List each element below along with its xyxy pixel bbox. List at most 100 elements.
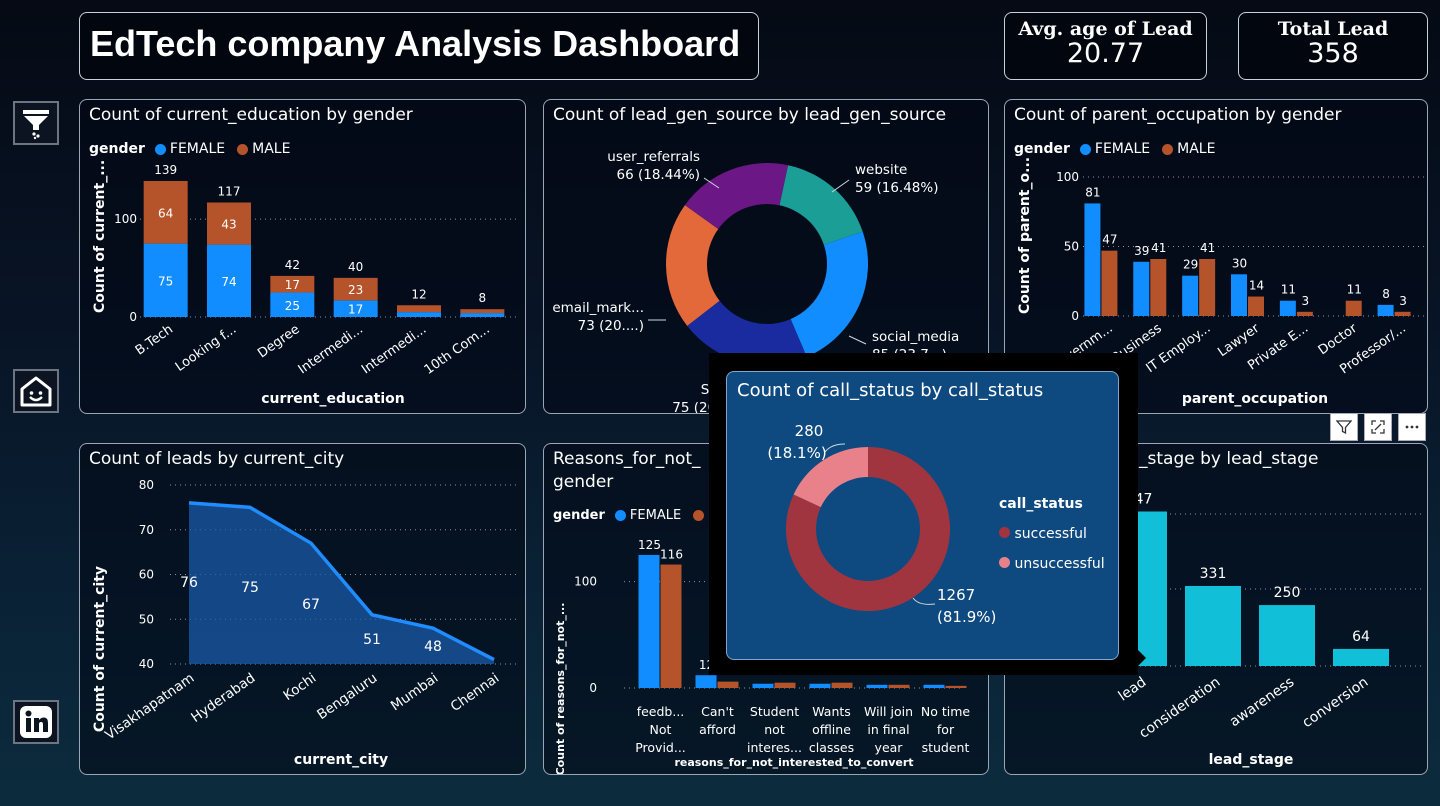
kpi-avg-age-label: Avg. age of Lead bbox=[1018, 18, 1193, 40]
slice-value-label: 59 (16.48%) bbox=[855, 180, 938, 196]
focus-mode-icon[interactable] bbox=[1364, 413, 1392, 441]
bar-female bbox=[1084, 203, 1101, 316]
bar-female bbox=[143, 243, 188, 317]
legend-item-unsuccessful[interactable]: unsuccessful bbox=[999, 549, 1105, 579]
x-tick-label: interes... bbox=[747, 740, 802, 755]
page-title: EdTech company Analysis Dashboard bbox=[90, 23, 741, 64]
slice-value-label: 1267 bbox=[937, 586, 975, 604]
bar-label: 116 bbox=[660, 548, 683, 562]
bar-label: 41 bbox=[1200, 241, 1215, 255]
area-fill bbox=[189, 502, 494, 664]
x-tick-label: Intermedi... bbox=[359, 322, 429, 377]
legend-item-successful[interactable]: successful bbox=[999, 519, 1105, 549]
bar-female bbox=[1279, 300, 1296, 316]
bar-female bbox=[270, 292, 315, 317]
segment-label: 64 bbox=[158, 206, 173, 220]
y-tick-label: 50 bbox=[1064, 240, 1079, 254]
segment-label: 75 bbox=[158, 274, 173, 288]
legend-male-dot bbox=[237, 143, 249, 155]
data-label: 75 bbox=[241, 580, 259, 596]
kpi-total-lead-label: Total Lead bbox=[1277, 18, 1389, 40]
legend-female-dot bbox=[614, 510, 626, 521]
bar-male bbox=[1248, 296, 1264, 316]
area-line bbox=[188, 501, 495, 662]
data-label: 67 bbox=[302, 597, 320, 613]
bar-male bbox=[397, 305, 441, 313]
bar-label: 30 bbox=[1232, 256, 1247, 270]
y-tick-label: 40 bbox=[139, 657, 154, 671]
bar-female bbox=[1182, 275, 1199, 316]
legend-female-label[interactable]: FEMALE bbox=[629, 508, 682, 523]
total-label: 42 bbox=[285, 258, 300, 272]
leader-line bbox=[703, 177, 720, 189]
data-label: 76 bbox=[180, 575, 198, 591]
segment-label: 43 bbox=[221, 218, 236, 232]
y-tick-label: 70 bbox=[139, 523, 154, 537]
donut-slice-SEO bbox=[687, 300, 807, 365]
call-labels: 1267 (81.9%) 280 (18.1%) bbox=[767, 422, 996, 626]
bar-male bbox=[1150, 259, 1167, 316]
total-label: 8 bbox=[479, 291, 487, 305]
x-tick-label: in final bbox=[867, 722, 909, 737]
x-tick-label: Mumbai bbox=[388, 670, 441, 714]
bar-female bbox=[1377, 304, 1394, 316]
x-tick-label: classes bbox=[809, 740, 854, 755]
bar-label: 47 bbox=[1102, 233, 1117, 247]
kpi-total-lead[interactable]: Total Lead 358 bbox=[1238, 12, 1428, 80]
bar-label: 11 bbox=[1281, 283, 1296, 297]
kpi-avg-age-value: 20.77 bbox=[1066, 38, 1145, 69]
legend-female-label[interactable]: FEMALE bbox=[169, 141, 226, 157]
y-axis-title: Count of reasons_for_not_... bbox=[554, 603, 567, 775]
x-tick-label: Provid... bbox=[635, 740, 686, 755]
bar-male bbox=[1296, 311, 1313, 316]
data-label: 48 bbox=[424, 639, 442, 655]
slice-name-label: social_media bbox=[872, 329, 959, 345]
call-status-title: Count of call_status by call_status bbox=[737, 380, 1044, 401]
education-y-ticks: 0 100 bbox=[114, 212, 520, 324]
total-label: 139 bbox=[154, 163, 177, 177]
x-tick-label: Intermedi... bbox=[296, 322, 366, 377]
total-label: 40 bbox=[348, 260, 363, 274]
bar-label: 250 bbox=[1274, 585, 1301, 601]
city-chart-panel[interactable]: Count of leads by current_city Count of … bbox=[79, 443, 526, 775]
filter-icon[interactable] bbox=[1330, 413, 1358, 441]
more-options-icon[interactable] bbox=[1398, 413, 1426, 441]
reasons-chart-title: Reasons_for_not_ bbox=[553, 449, 701, 469]
education-chart-panel[interactable]: Count of current_education by gender gen… bbox=[79, 99, 526, 414]
legend-unsuccessful-dot bbox=[999, 557, 1010, 568]
kpi-avg-age[interactable]: Avg. age of Lead 20.77 bbox=[1004, 12, 1207, 80]
bar-male bbox=[831, 682, 853, 688]
segment-label: 25 bbox=[285, 299, 300, 313]
leadgen-slices bbox=[666, 163, 868, 365]
bar-label: 3 bbox=[1399, 294, 1407, 308]
slice-name-label: user_referrals bbox=[607, 149, 700, 165]
x-tick-label: Bengaluru bbox=[314, 670, 380, 723]
bar-label: 64 bbox=[1352, 629, 1370, 645]
x-tick-label: Looking f... bbox=[173, 322, 240, 375]
bar-label: 81 bbox=[1085, 185, 1100, 199]
slice-name-label: website bbox=[855, 162, 907, 178]
total-label: 12 bbox=[411, 287, 426, 301]
legend-male-label[interactable]: MALE bbox=[1177, 141, 1216, 157]
y-tick-label: 50 bbox=[139, 612, 154, 626]
slice-value-label: 66 (18.44%) bbox=[617, 167, 700, 183]
bar-male bbox=[333, 277, 378, 301]
x-axis-title: lead_stage bbox=[1209, 752, 1294, 768]
call-status-popup[interactable]: Count of call_status by call_status 1267… bbox=[709, 353, 1138, 675]
x-tick-label: Will join bbox=[864, 704, 913, 719]
legend-male-label[interactable]: MALE bbox=[252, 141, 291, 157]
legend-female-label[interactable]: FEMALE bbox=[1094, 141, 1151, 157]
data-label: 51 bbox=[363, 632, 381, 648]
x-tick-label: lead bbox=[1116, 674, 1150, 704]
city-chart-svg: Count of current_city 40 50 60 70 80 76 75 67 5… bbox=[92, 478, 520, 768]
linkedin-icon[interactable] bbox=[13, 700, 59, 744]
leadgen-chart-title: Count of lead_gen_source by lead_gen_sou… bbox=[553, 105, 947, 125]
parent-legend: gender FEMALE MALE bbox=[1014, 141, 1215, 157]
funnel-icon[interactable] bbox=[13, 101, 59, 145]
call-slices bbox=[786, 447, 950, 611]
x-axis-title: parent_occupation bbox=[1182, 391, 1328, 407]
donut-slice-successful bbox=[786, 447, 950, 611]
y-axis-title: Count of current_... bbox=[92, 160, 108, 313]
home-icon[interactable] bbox=[13, 369, 59, 413]
